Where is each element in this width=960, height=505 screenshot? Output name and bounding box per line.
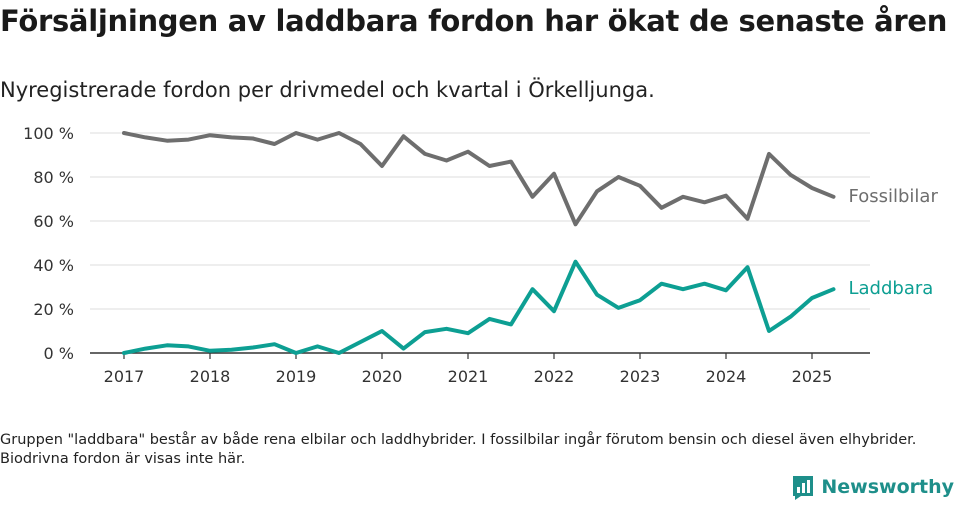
y-tick-label: 20 % (33, 300, 74, 319)
chart-title: Försäljningen av laddbara fordon har öka… (0, 4, 948, 38)
x-tick-label: 2025 (792, 367, 833, 386)
series-line-fossilbilar (122, 131, 836, 227)
y-tick-label: 0 % (44, 344, 74, 363)
y-tick-label: 40 % (33, 256, 74, 275)
y-tick-label: 80 % (33, 168, 74, 187)
gridlines (90, 132, 870, 310)
x-tick-label: 2023 (620, 367, 661, 386)
series-label-laddbara: Laddbara (849, 278, 934, 299)
x-tick-label: 2021 (448, 367, 489, 386)
series-line-laddbara (122, 259, 836, 355)
brand-name: Newsworthy (821, 476, 954, 498)
series-label-fossilbilar: Fossilbilar (849, 186, 939, 207)
chart-subtitle: Nyregistrerade fordon per drivmedel och … (0, 78, 655, 102)
x-tick-label: 2022 (534, 367, 575, 386)
x-tick-label: 2018 (190, 367, 231, 386)
footnote: Gruppen "laddbara" består av både rena e… (0, 432, 917, 467)
x-tick-label: 2020 (362, 367, 403, 386)
x-axis: 2017 2018 2019 2020 2021 2022 2023 2024 2025 (90, 352, 870, 386)
newsworthy-logo-icon (793, 476, 814, 500)
series-lines (122, 131, 836, 355)
y-tick-label: 60 % (33, 212, 74, 231)
line-chart: 0 % 20 % 40 % 60 % 80 % 100 % 2017 2018 2019 202… (23, 124, 939, 386)
y-tick-label: 100 % (23, 124, 74, 143)
x-tick-label: 2017 (104, 367, 145, 386)
x-tick-label: 2019 (276, 367, 317, 386)
x-tick-label: 2024 (706, 367, 747, 386)
y-axis: 0 % 20 % 40 % 60 % 80 % 100 % (23, 124, 74, 363)
series-labels: Fossilbilar Laddbara (849, 186, 939, 299)
brand-logo[interactable]: Newsworthy (791, 474, 954, 500)
